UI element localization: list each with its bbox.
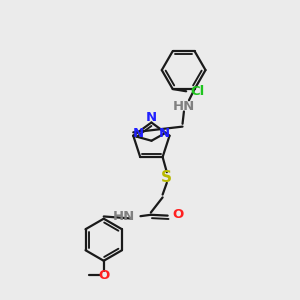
Text: N: N [159, 127, 170, 140]
Text: Cl: Cl [190, 85, 205, 98]
Text: O: O [172, 208, 184, 221]
Text: N: N [133, 127, 144, 140]
Text: N: N [146, 111, 157, 124]
Text: S: S [161, 170, 172, 185]
Text: HN: HN [173, 100, 195, 113]
Text: HN: HN [113, 210, 135, 223]
Text: O: O [98, 269, 110, 282]
